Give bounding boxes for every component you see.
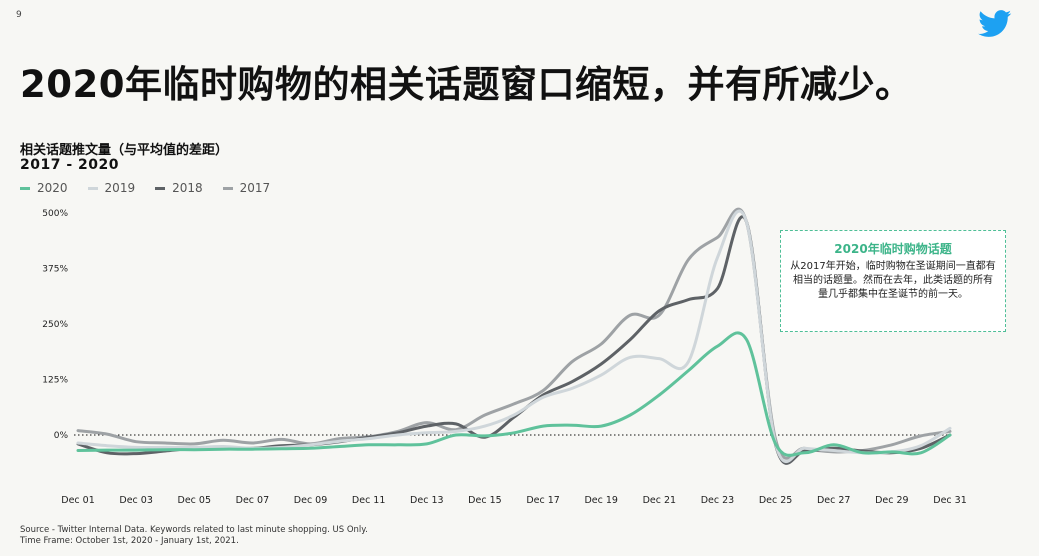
x-tick-label: Dec 29	[875, 495, 909, 506]
series-line-2019	[76, 209, 952, 463]
x-tick-label: Dec 27	[817, 495, 851, 506]
legend-swatch-2020	[20, 186, 30, 190]
source-line: Source - Twitter Internal Data. Keywords…	[20, 525, 368, 535]
chart-legend: 2020 2019 2018 2017	[20, 181, 270, 195]
legend-label-2019: 2019	[104, 181, 136, 195]
x-tick-label: Dec 05	[178, 495, 212, 506]
page-number: 9	[16, 10, 22, 20]
legend-swatch-2017	[222, 186, 233, 190]
x-tick-label: Dec 19	[584, 495, 618, 506]
y-tick-label: 125%	[42, 376, 68, 386]
x-tick-label: Dec 11	[352, 495, 386, 506]
x-tick-label: Dec 01	[61, 495, 95, 506]
legend-item-2018: 2018	[155, 181, 203, 195]
callout-body: 从2017年开始，临时购物在圣诞期间一直都有相当的话题量。然而在去年，此类话题的…	[790, 261, 996, 300]
x-tick-label: Dec 07	[236, 495, 270, 506]
timeframe-line: Time Frame: October 1st, 2020 - January …	[20, 536, 239, 546]
y-tick-label: 250%	[42, 320, 68, 330]
y-tick-label: 375%	[42, 265, 68, 275]
y-tick-label: 500%	[42, 209, 68, 219]
series-layer	[76, 207, 952, 465]
x-tick-label: Dec 09	[294, 495, 328, 506]
x-tick-label: Dec 03	[119, 495, 153, 506]
callout-box: 2020年临时购物话题 从2017年开始，临时购物在圣诞期间一直都有相当的话题量…	[780, 230, 1006, 332]
chart-subtitle: 2017 - 2020	[20, 157, 119, 173]
legend-label-2018: 2018	[172, 181, 203, 195]
x-tick-label: Dec 15	[468, 495, 502, 506]
legend-swatch-2019	[87, 186, 98, 190]
slide-title: 2020年临时购物的相关话题窗口缩短，并有所减少。	[20, 63, 913, 106]
x-tick-label: Dec 13	[410, 495, 444, 506]
source-note: Source - Twitter Internal Data. Keywords…	[20, 525, 368, 547]
legend-label-2020: 2020	[37, 181, 68, 195]
legend-item-2017: 2017	[222, 181, 271, 195]
legend-swatch-2018	[155, 186, 166, 190]
x-axis: Dec 01 Dec 03 Dec 05 Dec 07 Dec 09 Dec 11 Dec …	[61, 495, 967, 506]
y-tick-label: 0%	[54, 431, 69, 441]
series-line-2020	[76, 331, 952, 457]
x-tick-label: Dec 25	[759, 495, 793, 506]
y-axis: 0% 125% 250% 375% 500%	[42, 209, 954, 441]
legend-item-2020: 2020	[20, 181, 68, 195]
twitter-bird-icon	[978, 10, 1012, 37]
twitter-bird-icon-shape	[978, 10, 1012, 37]
x-tick-label: Dec 31	[933, 495, 967, 506]
x-tick-label: Dec 17	[526, 495, 560, 506]
x-tick-label: Dec 23	[701, 495, 735, 506]
chart-title: 相关话题推文量（与平均值的差距）	[20, 143, 229, 158]
legend-item-2019: 2019	[87, 181, 136, 195]
x-tick-label: Dec 21	[643, 495, 677, 506]
callout-title: 2020年临时购物话题	[834, 242, 952, 256]
legend-label-2017: 2017	[239, 181, 271, 195]
